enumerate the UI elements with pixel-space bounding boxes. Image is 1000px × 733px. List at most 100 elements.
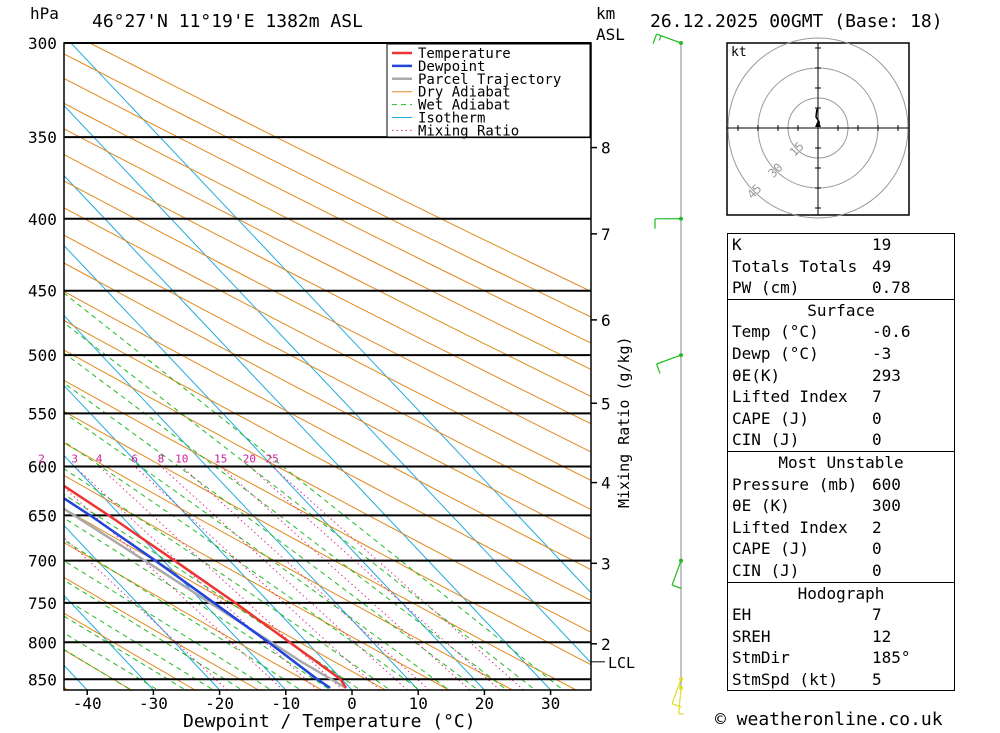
x-tick-label: 0 <box>347 694 357 713</box>
isotherm-line <box>64 174 551 690</box>
stats-key: θE(K) <box>732 365 781 385</box>
dry-adiabat-line <box>64 542 323 690</box>
plot-frame <box>63 42 592 691</box>
mixing-ratio-label: 20 <box>243 453 256 466</box>
stats-value: 5 <box>872 669 882 689</box>
temperature-line <box>64 484 348 689</box>
km-unit: km <box>596 4 615 23</box>
hpa-unit: hPa <box>30 4 59 23</box>
wet-adiabat-line <box>64 412 450 690</box>
legend-entry: Parcel Trajectory <box>418 72 561 88</box>
stats-key: Dewp (°C) <box>732 343 819 363</box>
stats-value: 300 <box>872 496 901 516</box>
km-label: 4 <box>601 474 611 493</box>
wet-adiabat-line <box>64 648 132 690</box>
wet-adiabat-line <box>64 292 564 690</box>
dry-adiabat-line <box>64 128 591 397</box>
km-label: 3 <box>601 554 611 573</box>
isotherm-line <box>64 314 419 690</box>
stats-key: CAPE (J) <box>732 539 810 559</box>
parcel-trajectory-line <box>64 507 347 689</box>
x-axis-label: Dewpoint / Temperature (°C) <box>183 711 476 732</box>
mixing-ratio-label: 15 <box>214 453 227 466</box>
stats-value: 2 <box>872 517 882 537</box>
mixing-ratio-label: 6 <box>131 453 138 466</box>
stats-row: SREH 12 <box>728 626 954 648</box>
pressure-label: 850 <box>28 670 57 689</box>
isotherm-line <box>64 524 220 690</box>
mixing-ratio-line <box>74 466 318 690</box>
stats-key: Temp (°C) <box>732 322 819 342</box>
stats-key: PW (cm) <box>732 278 800 298</box>
x-tick-label: 10 <box>409 694 428 713</box>
wet-adiabat-line <box>64 352 508 690</box>
isotherm-line <box>64 244 485 690</box>
stats-key: Lifted Index <box>732 517 848 537</box>
wind-barb-flag <box>658 35 662 41</box>
storm-motion-arrow <box>815 120 821 127</box>
x-tick-label: 20 <box>475 694 494 713</box>
stats-value: 0 <box>872 430 882 450</box>
wet-adiabat-line <box>64 632 159 690</box>
stats-row: Totals Totals 49 <box>728 256 954 278</box>
stats-key: Pressure (mb) <box>732 474 858 494</box>
pressure-label: 750 <box>28 594 57 613</box>
stats-key: SREH <box>732 626 771 646</box>
stats-value: -0.6 <box>872 322 911 342</box>
x-tick-label: -40 <box>73 694 102 713</box>
mixing-ratio-line <box>220 466 471 690</box>
legend-entry: Wet Adiabat <box>418 98 511 114</box>
stats-key: Lifted Index <box>732 387 848 407</box>
mixing-ratio-title: Mixing Ratio (g/kg) <box>615 336 633 508</box>
dry-adiabat-line <box>64 379 591 666</box>
mixing-ratio-line <box>134 466 381 690</box>
wet-adiabat-line <box>64 493 362 690</box>
stats-row: StmSpd (kt) 5 <box>728 669 954 691</box>
dry-adiabat-line <box>64 234 591 511</box>
stats-key: StmSpd (kt) <box>732 669 838 689</box>
dry-adiabat-line <box>64 180 591 453</box>
mixing-ratio-line <box>181 466 430 690</box>
mixing-ratio-line <box>160 466 408 690</box>
dry-adiabat-line <box>64 442 513 690</box>
dry-adiabat-line <box>64 576 259 690</box>
dry-adiabat-line <box>64 410 577 690</box>
legend-entry: Mixing Ratio <box>418 123 519 139</box>
dry-adiabat-line <box>64 290 591 571</box>
pressure-label: 350 <box>28 128 57 147</box>
wind-barb-staff <box>671 560 682 586</box>
dry-adiabat-line <box>64 262 591 540</box>
wet-adiabat-line <box>64 517 332 690</box>
wet-adiabat-line <box>64 382 479 690</box>
stats-row: StmDir 185° <box>728 647 954 669</box>
stats-key: CAPE (J) <box>732 408 810 428</box>
wind-barb-staff <box>671 679 682 704</box>
pressure-label: 550 <box>28 404 57 423</box>
wind-barb-staff <box>656 354 682 365</box>
stats-key: EH <box>732 605 752 625</box>
stats-row: K 19 <box>728 234 954 256</box>
dry-adiabat-line <box>64 612 196 690</box>
asl-unit: ASL <box>596 25 625 44</box>
stats-row: Lifted Index 7 <box>728 386 954 408</box>
dry-adiabat-line <box>89 43 591 292</box>
pressure-label: 400 <box>28 210 57 229</box>
copyright: © weatheronline.co.uk <box>715 709 943 730</box>
wind-profile <box>652 33 684 715</box>
stats-value: 600 <box>872 474 901 494</box>
dry-adiabat-line <box>64 474 450 690</box>
km-label: 6 <box>601 311 611 330</box>
stats-key: Totals Totals <box>732 256 858 276</box>
hodograph-section-title: Hodograph <box>728 581 954 605</box>
wind-barb-flag <box>671 584 682 590</box>
km-label: 5 <box>601 394 611 413</box>
wet-adiabat-line <box>64 615 187 690</box>
dewpoint-line <box>64 496 331 689</box>
stats-row: Lifted Index 2 <box>728 517 954 539</box>
hodograph-unit: kt <box>731 45 747 60</box>
stats-key: CIN (J) <box>732 560 800 580</box>
legend-entry: Dewpoint <box>418 59 485 75</box>
stats-value: 0.78 <box>872 278 911 298</box>
